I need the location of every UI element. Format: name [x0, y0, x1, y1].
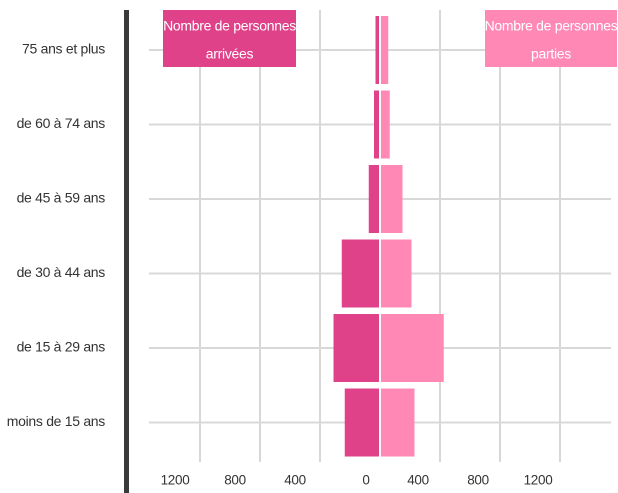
legend-swatch: [485, 10, 617, 67]
x-tick-labels: 1200 800 400 0 400 800 1200: [161, 473, 553, 488]
x-tick-label: 400: [284, 473, 306, 488]
bar-arrivees: [368, 165, 380, 233]
category-label: de 45 à 59 ans: [17, 190, 106, 206]
x-tick-label: 400: [407, 473, 429, 488]
bar-arrivees: [333, 314, 380, 382]
legend: Nombre de personnes arrivées Nombre de per…: [163, 10, 618, 67]
category-label: moins de 15 ans: [7, 413, 106, 429]
category-label: 75 ans et plus: [22, 41, 105, 57]
x-tick-label: 1200: [524, 473, 553, 488]
bar-parties: [380, 16, 389, 84]
bar-parties: [380, 90, 390, 159]
x-tick-label: 0: [362, 473, 369, 488]
x-tick-label: 800: [467, 473, 489, 488]
bar-parties: [380, 165, 403, 233]
legend-label: Nombre de personnes: [163, 18, 296, 34]
bar-parties: [380, 314, 444, 382]
bar-parties: [380, 239, 412, 308]
y-axis-bar: [124, 10, 129, 493]
x-tick-label: 800: [224, 473, 246, 488]
category-label: de 30 à 44 ans: [17, 264, 106, 280]
bar-arrivees: [341, 239, 380, 308]
legend-label: parties: [531, 46, 571, 62]
bar-arrivees: [344, 388, 380, 457]
legend-label: arrivées: [206, 46, 254, 62]
x-tick-label: 1200: [161, 473, 190, 488]
legend-swatch: [163, 10, 296, 67]
category-label: de 60 à 74 ans: [17, 115, 106, 131]
category-labels: 75 ans et plus de 60 à 74 ans de 45 à 59 a…: [7, 41, 106, 430]
bar-parties: [380, 388, 415, 457]
bars: [333, 16, 444, 457]
bar-arrivees: [374, 90, 380, 159]
bar-arrivees: [375, 16, 380, 84]
legend-label: Nombre de personnes: [485, 18, 618, 34]
category-label: de 15 à 29 ans: [17, 339, 106, 355]
